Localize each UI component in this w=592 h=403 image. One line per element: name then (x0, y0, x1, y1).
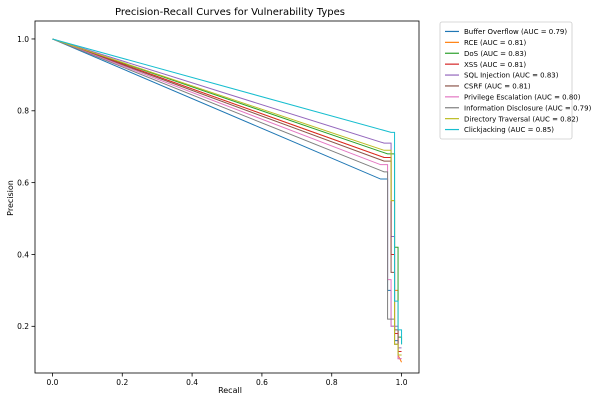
legend-label-4: SQL Injection (AUC = 0.83) (464, 72, 559, 80)
legend: Buffer Overflow (AUC = 0.79) RCE (AUC = 0… (439, 21, 592, 140)
y-axis-label: Precision (6, 180, 15, 216)
x-tick-label-4: 0.8 (326, 378, 338, 387)
x-tick-label-0: 0.0 (46, 378, 58, 387)
x-tick-label-1: 0.2 (116, 378, 128, 387)
series-line-0 (52, 38, 402, 356)
legend-label-5: CSRF (AUC = 0.81) (464, 83, 531, 91)
series-line-8 (52, 38, 402, 356)
x-tick-label-5: 1.0 (396, 378, 408, 387)
legend-label-2: DoS (AUC = 0.83) (464, 50, 527, 58)
y-tick-label-2: 0.6 (17, 178, 29, 187)
y-tick-label-4: 1.0 (17, 35, 29, 44)
y-tick-label-1: 0.4 (17, 250, 29, 259)
series-line-9 (52, 38, 403, 345)
legend-label-1: RCE (AUC = 0.81) (464, 39, 526, 47)
y-tick-label-0: 0.2 (17, 322, 29, 331)
y-axis: 0.2 0.4 0.6 0.8 1.0 (17, 35, 35, 331)
x-tick-label-3: 0.6 (256, 378, 268, 387)
series-line-4 (52, 38, 402, 349)
y-tick-label-3: 0.8 (17, 107, 29, 116)
plot-frame (34, 20, 420, 374)
x-axis: 0.0 0.2 0.4 0.6 0.8 1.0 (46, 373, 408, 387)
legend-label-0: Buffer Overflow (AUC = 0.79) (464, 28, 567, 36)
legend-box (439, 21, 573, 140)
plot-area (52, 38, 403, 363)
legend-label-8: Directory Traversal (AUC = 0.82) (464, 115, 579, 123)
x-axis-label: Recall (218, 386, 242, 395)
legend-label-6: Privilege Escalation (AUC = 0.80) (464, 93, 581, 101)
series-line-2 (52, 38, 403, 345)
series-line-7 (52, 38, 402, 356)
legend-label-9: Clickjacking (AUC = 0.85) (464, 126, 554, 134)
series-line-3 (52, 38, 402, 352)
x-tick-label-2: 0.4 (186, 378, 198, 387)
legend-label-7: Information Disclosure (AUC = 0.79) (464, 104, 592, 112)
legend-label-3: XSS (AUC = 0.81) (464, 61, 526, 69)
chart-title: Precision-Recall Curves for Vulnerabilit… (115, 7, 345, 18)
